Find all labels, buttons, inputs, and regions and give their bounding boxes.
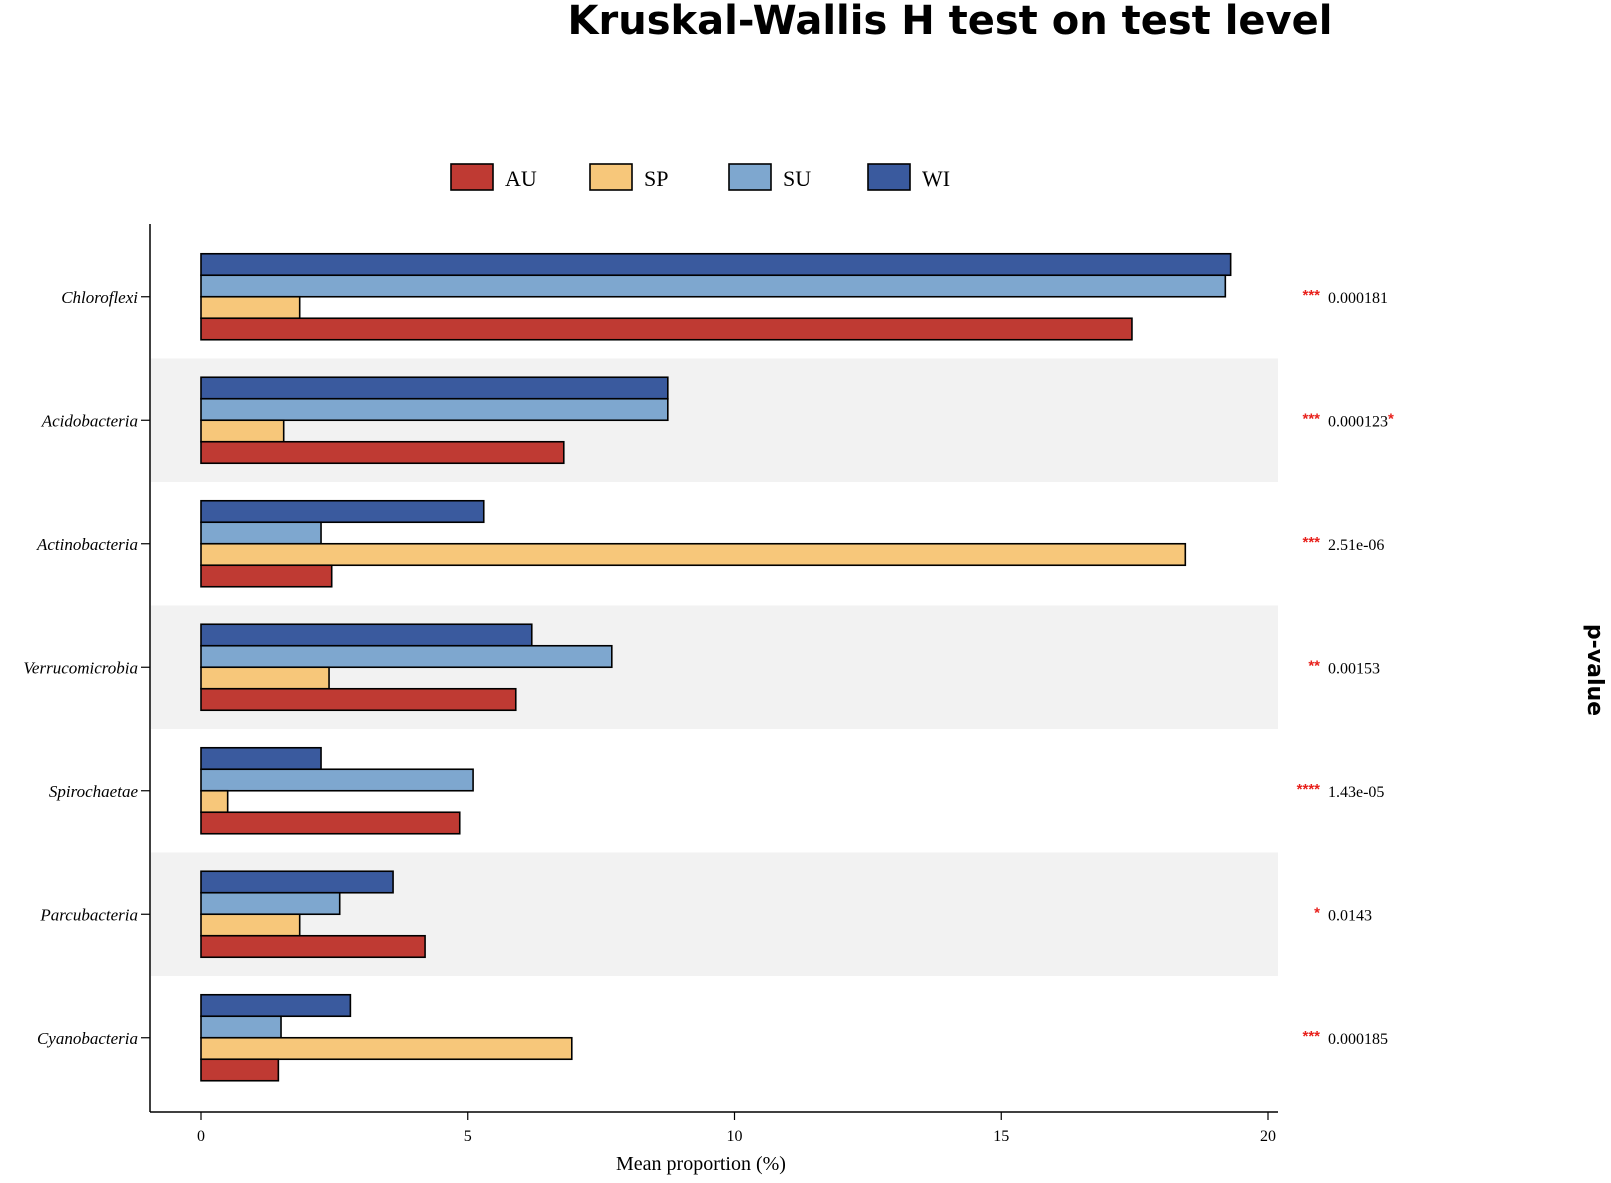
bar-cyanobacteria-au bbox=[200, 1058, 280, 1082]
legend-label-su: SU bbox=[783, 166, 811, 191]
legend-swatch-au bbox=[450, 163, 494, 191]
p-value-actinobacteria: 2.51e-06 bbox=[1328, 537, 1384, 554]
p-value-axis-title: p-value bbox=[1582, 624, 1607, 716]
bar-parcubacteria-wi bbox=[200, 870, 394, 894]
legend-swatch-sp bbox=[589, 163, 633, 191]
legend-label-sp: SP bbox=[644, 166, 668, 191]
bar-actinobacteria-sp bbox=[200, 542, 1187, 567]
bar-verrucomicrobia-su bbox=[200, 644, 613, 669]
bars bbox=[200, 252, 1232, 1082]
p-value-cyanobacteria: 0.000185 bbox=[1328, 1031, 1388, 1048]
significance-stars-actinobacteria: *** bbox=[1302, 534, 1320, 551]
legend-label-wi: WI bbox=[922, 166, 950, 191]
x-tick-label-0: 0 bbox=[197, 1128, 205, 1145]
significance-stars-acidobacteria: *** bbox=[1302, 410, 1320, 427]
bar-spirochaetae-sp bbox=[200, 789, 229, 814]
x-ticks: 0 5 10 15 20 bbox=[197, 1112, 1276, 1145]
category-labels: Chloroflexi Acidobacteria Actinobacteria Ve… bbox=[23, 288, 150, 1048]
axes bbox=[149, 224, 1278, 1113]
bar-actinobacteria-wi bbox=[200, 499, 485, 524]
significance-stars-spirochaetae: **** bbox=[1297, 781, 1321, 798]
category-label-chloroflexi: Chloroflexi bbox=[61, 288, 138, 307]
category-label-spirochaetae: Spirochaetae bbox=[49, 782, 139, 801]
bar-cyanobacteria-su bbox=[200, 1015, 282, 1039]
bar-chloroflexi-su bbox=[200, 274, 1227, 298]
bar-parcubacteria-au bbox=[200, 934, 426, 959]
significance-stars-cyanobacteria: *** bbox=[1302, 1028, 1320, 1045]
p-value-verrucomicrobia: 0.00153 bbox=[1328, 660, 1380, 677]
significance-stars-verrucomicrobia: ** bbox=[1308, 657, 1320, 674]
bar-chloroflexi-au bbox=[200, 317, 1133, 341]
category-label-cyanobacteria: Cyanobacteria bbox=[37, 1029, 138, 1048]
bar-verrucomicrobia-sp bbox=[200, 666, 330, 690]
significance-stars-chloroflexi: *** bbox=[1302, 287, 1320, 304]
category-label-actinobacteria: Actinobacteria bbox=[36, 535, 138, 554]
significance-suffix-acidobacteria: * bbox=[1388, 410, 1394, 427]
bar-spirochaetae-au bbox=[200, 811, 461, 835]
bar-acidobacteria-au bbox=[200, 440, 565, 465]
bar-verrucomicrobia-au bbox=[200, 687, 517, 712]
p-value-spirochaetae: 1.43e-05 bbox=[1328, 784, 1384, 801]
x-tick-label-5: 5 bbox=[464, 1128, 472, 1145]
x-tick-label-20: 20 bbox=[1260, 1128, 1276, 1145]
bar-acidobacteria-su bbox=[200, 397, 669, 422]
bar-parcubacteria-su bbox=[200, 891, 341, 916]
x-tick-label-15: 15 bbox=[993, 1128, 1009, 1145]
p-value-parcubacteria: 0.0143 bbox=[1328, 907, 1372, 924]
bar-spirochaetae-wi bbox=[200, 746, 322, 771]
legend-swatch-su bbox=[728, 163, 772, 191]
bar-cyanobacteria-wi bbox=[200, 993, 352, 1018]
legend: AU SP SU WI bbox=[450, 163, 950, 191]
bar-spirochaetae-su bbox=[200, 768, 474, 792]
significance-stars-parcubacteria: * bbox=[1314, 904, 1320, 921]
bar-actinobacteria-su bbox=[200, 521, 322, 545]
bar-chloroflexi-wi bbox=[200, 252, 1232, 277]
p-value-acidobacteria: 0.000123 bbox=[1328, 413, 1388, 430]
p-values: 0.000181***0.000123*** *2.51e-06***0.0015… bbox=[1297, 287, 1394, 1048]
bar-acidobacteria-sp bbox=[200, 419, 285, 443]
category-label-verrucomicrobia: Verrucomicrobia bbox=[23, 658, 138, 677]
bar-actinobacteria-au bbox=[200, 564, 333, 588]
bar-verrucomicrobia-wi bbox=[200, 623, 533, 647]
x-axis-title: Mean proportion (%) bbox=[616, 1153, 786, 1175]
category-label-acidobacteria: Acidobacteria bbox=[41, 411, 138, 430]
chart-title: Kruskal-Wallis H test on test level bbox=[568, 0, 1333, 44]
category-label-parcubacteria: Parcubacteria bbox=[39, 905, 138, 924]
bar-cyanobacteria-sp bbox=[200, 1036, 573, 1061]
bar-acidobacteria-wi bbox=[200, 376, 669, 400]
legend-swatch-wi bbox=[867, 163, 911, 191]
legend-label-au: AU bbox=[505, 166, 537, 191]
bar-parcubacteria-sp bbox=[200, 913, 301, 937]
x-tick-label-10: 10 bbox=[727, 1128, 743, 1145]
bar-chloroflexi-sp bbox=[200, 295, 301, 320]
p-value-chloroflexi: 0.000181 bbox=[1328, 290, 1388, 307]
